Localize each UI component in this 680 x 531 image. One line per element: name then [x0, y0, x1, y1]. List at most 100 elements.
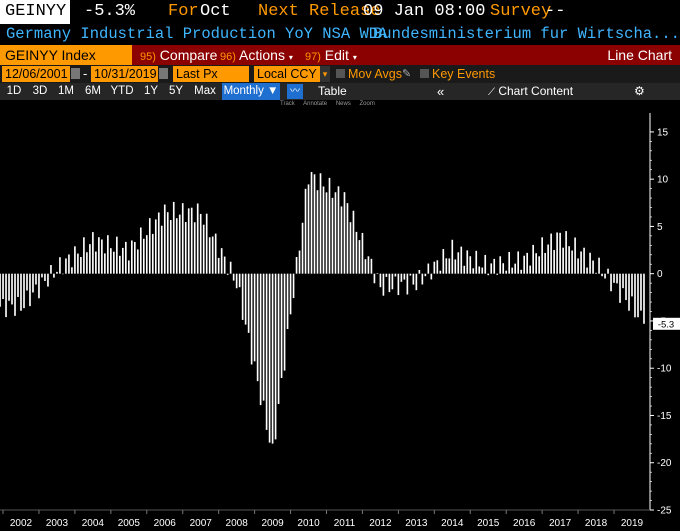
- period-ytd[interactable]: YTD: [110, 85, 134, 97]
- monthly-bar: [95, 251, 97, 274]
- y-tick-label: -10: [657, 364, 672, 375]
- monthly-bar: [226, 273, 229, 275]
- edit-menu[interactable]: 97) Edit ▾: [305, 45, 357, 65]
- monthly-bar: [544, 252, 546, 274]
- actions-menu[interactable]: 96) Actions ▾: [220, 45, 293, 65]
- monthly-bar: [616, 273, 618, 284]
- table-button[interactable]: Table: [318, 84, 347, 98]
- period-1m[interactable]: 1M: [58, 85, 74, 97]
- annotate-tool[interactable]: Annotate: [303, 101, 328, 107]
- chart-type-label[interactable]: Line Chart: [607, 47, 672, 63]
- monthly-bar: [370, 258, 373, 274]
- source-link[interactable]: Bundesministerium fur Wirtscha...: [373, 25, 680, 43]
- monthly-bar: [508, 251, 511, 274]
- period-1d[interactable]: 1D: [6, 85, 22, 97]
- monthly-bar: [445, 258, 448, 274]
- track-tool[interactable]: Track: [280, 101, 295, 107]
- monthly-bar: [142, 238, 145, 274]
- monthly-bar: [65, 258, 67, 274]
- zoom-tool[interactable]: Zoom: [359, 101, 375, 107]
- currency-select[interactable]: Local CCY: [254, 66, 320, 82]
- monthly-bar: [17, 273, 19, 297]
- compare-menu[interactable]: 95) Compare: [140, 45, 217, 65]
- monthly-bar: [169, 220, 172, 274]
- mov-avgs-checkbox[interactable]: [336, 69, 345, 78]
- monthly-bar: [310, 171, 313, 274]
- monthly-bar: [442, 249, 445, 274]
- monthly-bar: [235, 273, 238, 289]
- monthly-bar: [29, 273, 31, 307]
- monthly-bar: [517, 251, 520, 274]
- calendar-icon[interactable]: [71, 68, 80, 79]
- key-events-checkbox[interactable]: [420, 69, 429, 78]
- monthly-bar: [14, 273, 16, 316]
- monthly-bar: [50, 265, 52, 274]
- monthly-bar: [184, 222, 187, 274]
- monthly-bar: [565, 231, 567, 274]
- monthly-bar: [113, 251, 115, 274]
- monthly-bar: [110, 248, 112, 274]
- monthly-bar: [340, 206, 343, 274]
- ticker-symbol[interactable]: GEINYY: [5, 2, 67, 21]
- period-3d[interactable]: 3D: [32, 85, 48, 97]
- monthly-bar: [631, 273, 633, 297]
- bar-chart[interactable]: 151050-5-10-15-20-2520022003200420052006…: [0, 109, 680, 531]
- field-select[interactable]: Last Px: [173, 66, 249, 82]
- monthly-bar: [8, 273, 10, 301]
- monthly-bar: [92, 232, 94, 274]
- frequency-select[interactable]: Monthly ▼: [222, 83, 280, 100]
- x-tick-label: 2017: [549, 518, 572, 529]
- monthly-bar: [238, 273, 241, 288]
- dropdown-icon[interactable]: ▾: [320, 66, 330, 82]
- monthly-bar: [232, 273, 235, 281]
- monthly-bar: [217, 257, 220, 274]
- monthly-bar: [382, 273, 385, 296]
- x-tick-label: 2005: [118, 518, 141, 529]
- monthly-bar: [139, 227, 142, 274]
- monthly-bar: [385, 273, 388, 277]
- monthly-bar: [424, 273, 427, 277]
- edit-label: Edit: [324, 47, 349, 63]
- period-6m[interactable]: 6M: [85, 85, 101, 97]
- period-max[interactable]: Max: [194, 85, 216, 97]
- monthly-bar: [316, 190, 319, 274]
- news-tool[interactable]: News: [335, 101, 351, 107]
- end-date-input[interactable]: 10/31/2019: [91, 66, 158, 82]
- mov-avgs-label[interactable]: Mov Avgs: [348, 67, 402, 81]
- monthly-bar: [391, 273, 394, 290]
- monthly-bar: [250, 273, 253, 365]
- dropdown-icon: ▼: [267, 85, 279, 97]
- last-value-label: -5.3: [658, 319, 674, 330]
- gear-icon[interactable]: ⚙: [634, 84, 645, 98]
- ticker-box[interactable]: [0, 0, 70, 24]
- next-release-value: 09 Jan 08:00: [363, 2, 486, 21]
- monthly-bar: [211, 236, 214, 274]
- security-header: GEINYY -5.3% For Oct Next Release 09 Jan…: [0, 0, 680, 25]
- chart-content-button[interactable]: ⟋ Chart Content: [488, 83, 573, 101]
- index-field[interactable]: GEINYY Index: [0, 45, 132, 65]
- period-5y[interactable]: 5Y: [168, 85, 184, 97]
- monthly-bar: [223, 256, 226, 274]
- monthly-bar: [116, 236, 118, 274]
- line-chart-icon[interactable]: 〰: [287, 84, 303, 99]
- period-1y[interactable]: 1Y: [143, 85, 159, 97]
- monthly-bar: [136, 249, 139, 274]
- monthly-bar: [640, 273, 642, 311]
- monthly-bar: [59, 257, 61, 274]
- monthly-bar: [601, 273, 603, 277]
- chevron-left-icon[interactable]: «: [437, 84, 445, 99]
- monthly-bar: [23, 273, 25, 309]
- start-date-input[interactable]: 12/06/2001: [2, 66, 70, 82]
- key-events-label[interactable]: Key Events: [432, 67, 496, 81]
- monthly-bar: [448, 258, 451, 274]
- monthly-bar: [160, 225, 163, 274]
- pencil-icon[interactable]: ✎: [402, 68, 412, 80]
- calendar-icon[interactable]: [159, 68, 168, 79]
- monthly-bar: [376, 273, 379, 274]
- monthly-bar: [187, 208, 190, 274]
- monthly-bar: [628, 273, 630, 311]
- x-tick-label: 2016: [513, 518, 536, 529]
- monthly-bar: [388, 273, 391, 293]
- monthly-bar: [373, 273, 376, 284]
- monthly-bar: [463, 265, 466, 274]
